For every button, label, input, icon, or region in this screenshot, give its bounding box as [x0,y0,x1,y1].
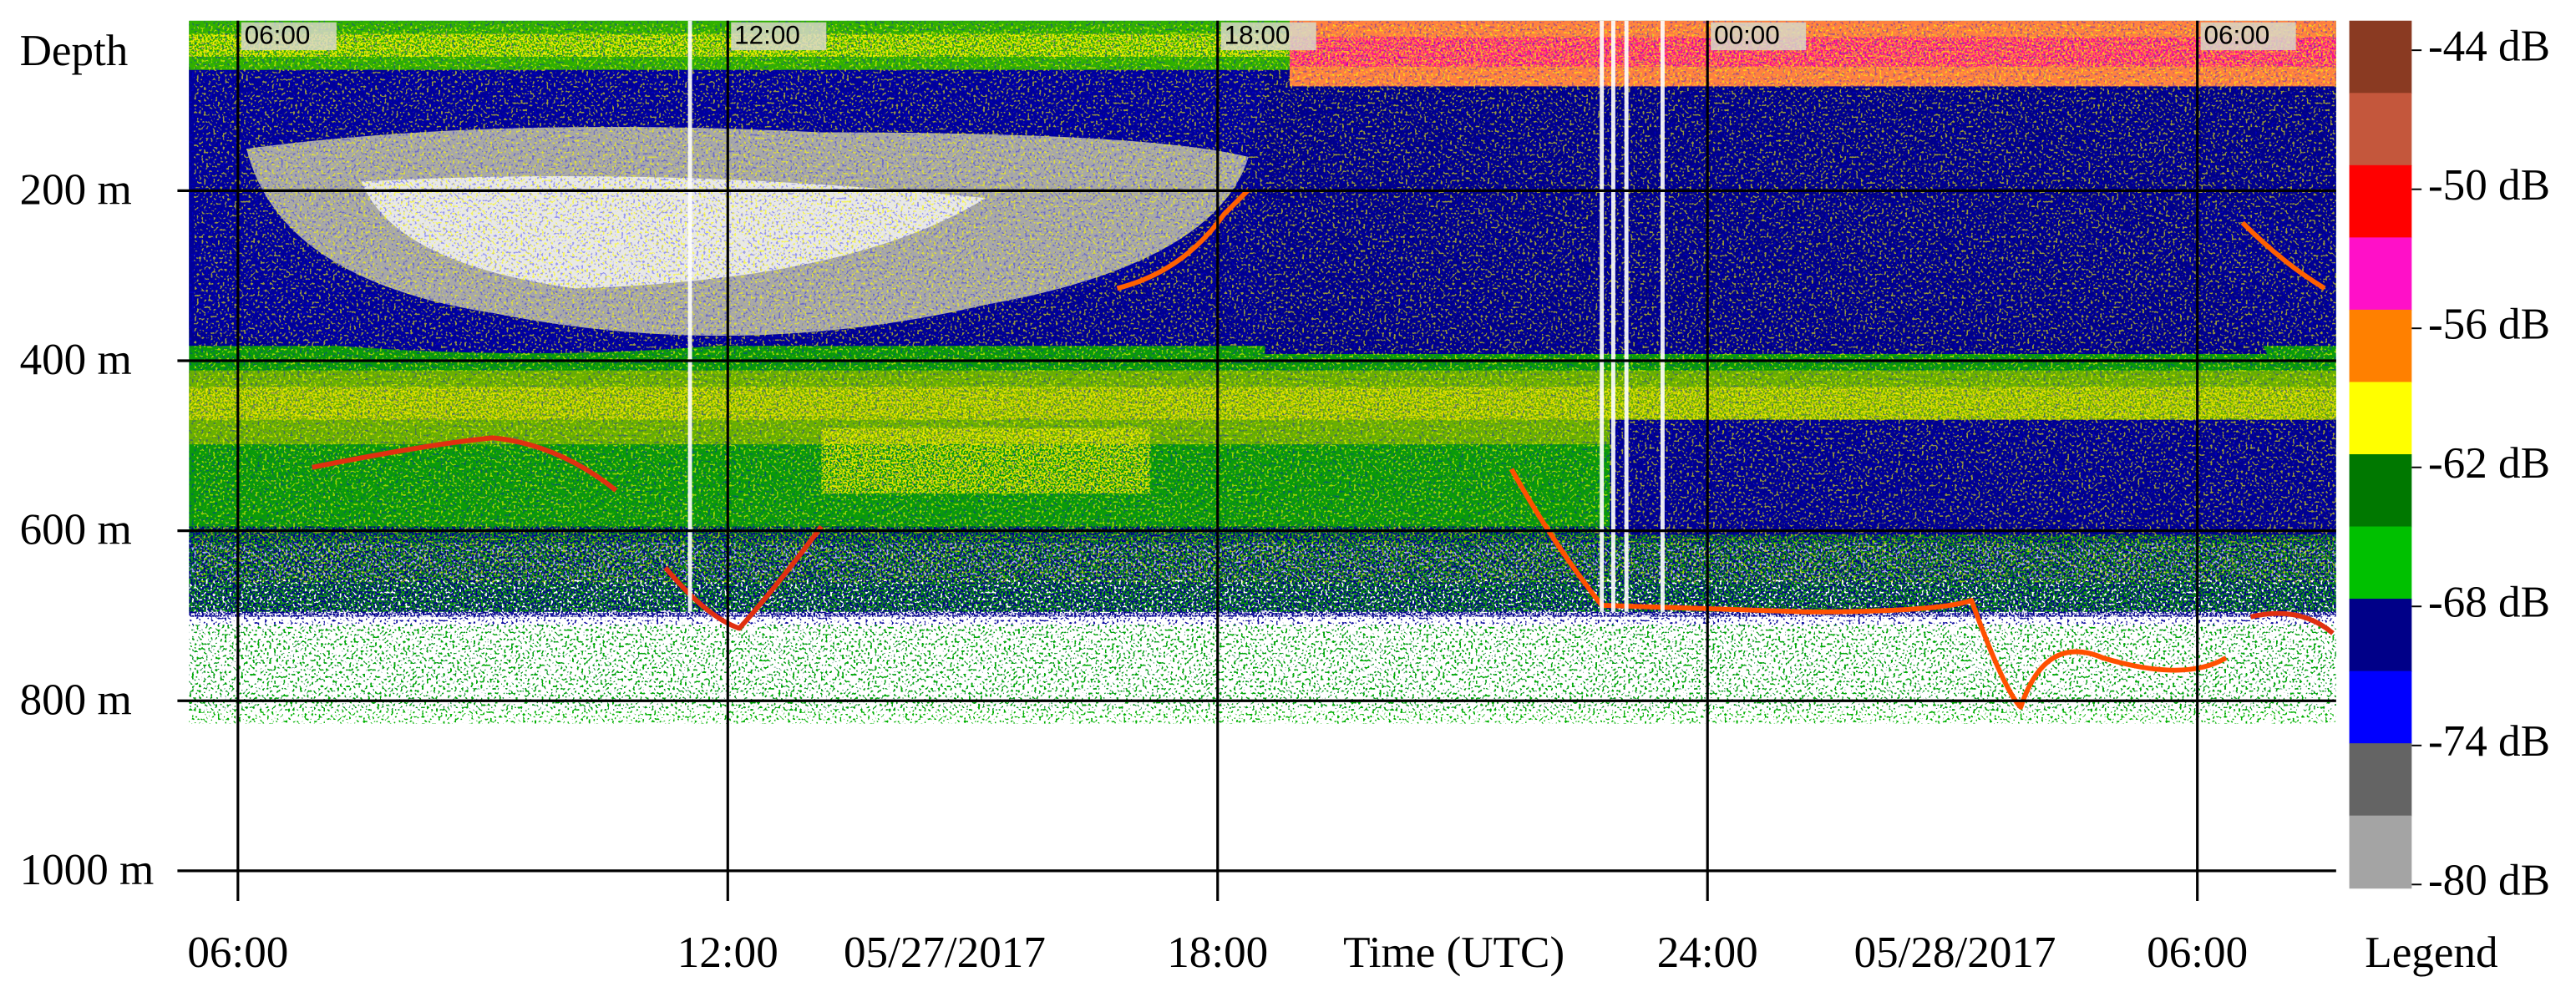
color-block [2349,309,2412,383]
top-time-label: 12:00 [734,21,800,50]
color-block [2349,526,2412,600]
color-block [2349,453,2412,528]
x-tick-label: 12:00 [677,929,778,977]
y-axis-title: Depth [20,27,129,75]
top-label-box [731,22,827,51]
colorbar-label: -44 dB [2428,22,2550,70]
top-label-box [241,22,337,51]
x-tick-label: 24:00 [1657,929,1758,977]
color-block [2349,599,2412,672]
colorbar-label: -80 dB [2428,856,2550,904]
color-block [2349,164,2412,239]
x-tick-label: 06:00 [2147,929,2248,977]
legend-title: Legend [2365,929,2497,977]
color-block [2349,382,2412,455]
top-time-label: 06:00 [2204,21,2270,50]
date-label: 05/28/2017 [1854,929,2056,977]
y-tick-label: 1000 m [20,846,155,894]
color-block [2349,815,2412,889]
color-block [2349,20,2412,94]
colorbar-label: -56 dB [2428,300,2550,348]
x-axis-title: Time (UTC) [1343,929,1564,977]
y-tick-label: 600 m [20,506,132,554]
y-tick-label: 800 m [20,676,132,724]
colorbar-label: -62 dB [2428,439,2550,488]
top-label-box [1220,22,1316,51]
x-tick-label: 18:00 [1167,929,1268,977]
top-time-label: 18:00 [1225,21,1291,50]
colorbar-label: -74 dB [2428,717,2550,766]
colorbar-label: -68 dB [2428,578,2550,626]
top-label-box [1711,22,1807,51]
y-tick-label: 200 m [20,165,132,214]
top-time-label: 06:00 [245,21,311,50]
echogram-image [189,20,2336,888]
colorbar-label: -50 dB [2428,161,2550,210]
top-time-label: 00:00 [1714,21,1780,50]
top-label-box [2200,22,2296,51]
color-block [2349,93,2412,166]
color-block [2349,237,2412,311]
date-label: 05/27/2017 [844,929,1046,977]
y-tick-label: 400 m [20,336,132,384]
color-block [2349,743,2412,817]
x-tick-label: 06:00 [187,929,288,977]
color-block [2349,670,2412,745]
